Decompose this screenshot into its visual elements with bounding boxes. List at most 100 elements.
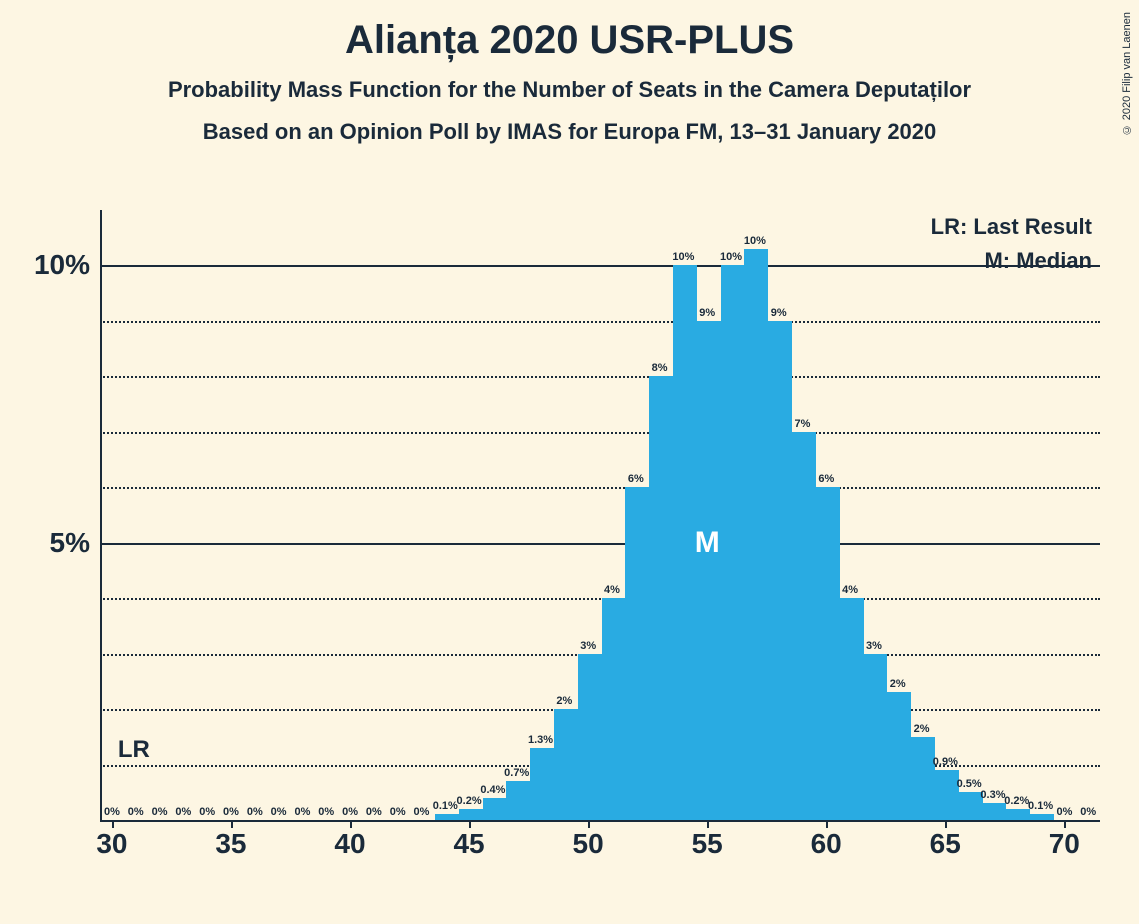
bar-value-label: 10% (744, 235, 766, 247)
chart-container: Alianța 2020 USR-PLUS Probability Mass F… (0, 0, 1139, 924)
bar-value-label: 0% (104, 806, 120, 818)
histogram-bar (983, 803, 1007, 820)
x-tick (945, 820, 947, 828)
bar-slot: 0.2% (457, 210, 481, 820)
x-axis-label: 65 (930, 828, 961, 860)
y-axis-label: 10% (34, 249, 90, 281)
bar-value-label: 3% (866, 640, 882, 652)
gridline-major (100, 820, 1100, 822)
x-axis-label: 45 (453, 828, 484, 860)
bar-value-label: 0% (294, 806, 310, 818)
histogram-bar (911, 737, 935, 820)
bar-value-label: 0% (128, 806, 144, 818)
bar-slot: 0.3% (981, 210, 1005, 820)
bar-slot: 0.4% (481, 210, 505, 820)
bar-slot: 0% (100, 210, 124, 820)
bar-slot: 0.1% (433, 210, 457, 820)
x-axis-label: 70 (1049, 828, 1080, 860)
bar-slot: 1.3% (529, 210, 553, 820)
y-axis-label: 5% (50, 527, 90, 559)
histogram-bar (721, 265, 745, 820)
bar-value-label: 2% (914, 723, 930, 735)
x-axis-label: 35 (215, 828, 246, 860)
bar-value-label: 7% (795, 418, 811, 430)
bar-slot: 0% (362, 210, 386, 820)
histogram-bar (1030, 814, 1054, 820)
lr-marker: LR (118, 736, 150, 764)
bar-slot: 4% (838, 210, 862, 820)
x-tick (707, 820, 709, 828)
histogram-bar (1006, 809, 1030, 820)
histogram-bar (578, 654, 602, 820)
bar-value-label: 0% (366, 806, 382, 818)
bar-value-label: 0% (271, 806, 287, 818)
bar-value-label: 4% (842, 584, 858, 596)
histogram-bar (649, 376, 673, 820)
histogram-bar (792, 432, 816, 820)
bar-value-label: 0.2% (457, 795, 482, 807)
bar-value-label: 0% (318, 806, 334, 818)
bar-value-label: 2% (890, 678, 906, 690)
histogram-bar (840, 598, 864, 820)
histogram-bar (435, 814, 459, 820)
bar-slot: 4% (600, 210, 624, 820)
bar-value-label: 0.9% (933, 756, 958, 768)
bar-value-label: 9% (771, 307, 787, 319)
histogram-bar (864, 654, 888, 820)
histogram-bar (530, 748, 554, 820)
bar-slot: 0% (195, 210, 219, 820)
bar-slot: 0% (267, 210, 291, 820)
bar-value-label: 0% (175, 806, 191, 818)
bar-slot: 10% (719, 210, 743, 820)
x-axis-label: 30 (96, 828, 127, 860)
bar-value-label: 8% (652, 362, 668, 374)
bar-slot: 0.2% (1005, 210, 1029, 820)
x-tick (350, 820, 352, 828)
bar-slot: 9%M (695, 210, 719, 820)
median-marker: M (695, 526, 720, 560)
bar-slot: 0% (291, 210, 315, 820)
bar-slot: 6% (624, 210, 648, 820)
histogram-bar (959, 792, 983, 820)
histogram-bar (816, 487, 840, 820)
bar-value-label: 0.7% (504, 767, 529, 779)
bar-slot: 7% (791, 210, 815, 820)
bar-value-label: 0% (1056, 806, 1072, 818)
bar-slot: 9% (767, 210, 791, 820)
histogram-bar (697, 321, 721, 820)
histogram-bar (602, 598, 626, 820)
copyright-text: © 2020 Filip van Laenen (1121, 12, 1133, 135)
histogram-bar (554, 709, 578, 820)
bar-slot: 0% (171, 210, 195, 820)
bar-slot: 0% (386, 210, 410, 820)
x-tick (469, 820, 471, 828)
histogram-bar (459, 809, 483, 820)
chart-subtitle-2: Based on an Opinion Poll by IMAS for Eur… (0, 119, 1139, 145)
bar-value-label: 3% (580, 640, 596, 652)
bar-value-label: 0% (1080, 806, 1096, 818)
bar-slot: 10% (743, 210, 767, 820)
bar-value-label: 0% (390, 806, 406, 818)
x-tick (1064, 820, 1066, 828)
bar-slot: 0% (1076, 210, 1100, 820)
histogram-bar (768, 321, 792, 820)
bar-slot: 0% (243, 210, 267, 820)
bar-value-label: 10% (672, 251, 694, 263)
bar-slot: 2% (886, 210, 910, 820)
bar-slot: 2% (910, 210, 934, 820)
bar-slot: 0% (148, 210, 172, 820)
bar-slot: 0% (314, 210, 338, 820)
bar-slot: 0% (124, 210, 148, 820)
bar-slot: 3% (576, 210, 600, 820)
x-axis-label: 60 (811, 828, 842, 860)
x-tick (588, 820, 590, 828)
bar-value-label: 0.2% (1004, 795, 1029, 807)
bar-value-label: 4% (604, 584, 620, 596)
x-axis-label: 40 (334, 828, 365, 860)
histogram-bar (744, 249, 768, 820)
bar-slot: 0% (1053, 210, 1077, 820)
x-axis-label: 50 (573, 828, 604, 860)
bar-slot: 10% (672, 210, 696, 820)
bar-value-label: 0.1% (433, 800, 458, 812)
histogram-bar (673, 265, 697, 820)
